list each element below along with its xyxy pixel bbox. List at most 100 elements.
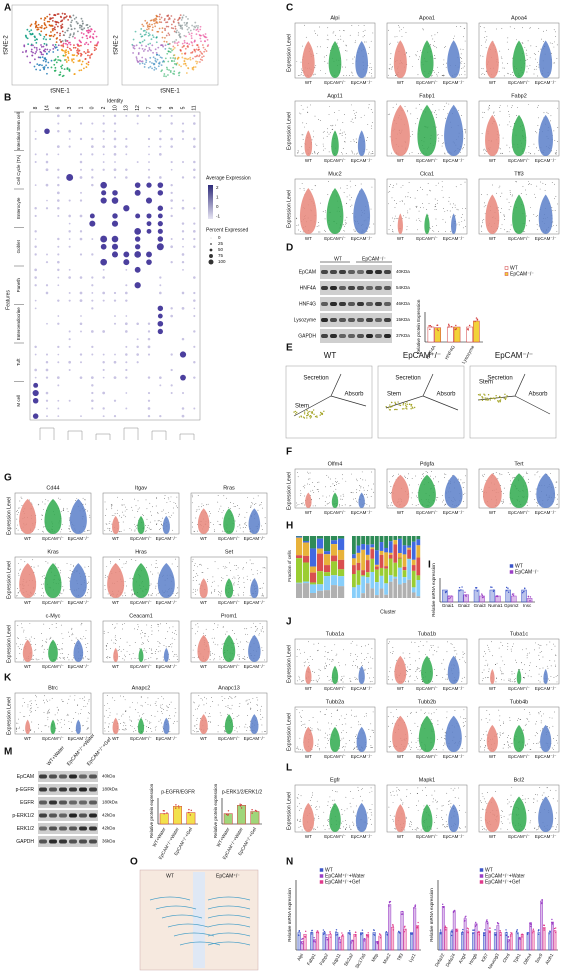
- cell-point: [143, 33, 146, 36]
- cell-point: [176, 62, 179, 65]
- cell-point: [345, 75, 347, 77]
- cell-point: [87, 651, 88, 652]
- cell-point: [366, 149, 368, 151]
- cell-point: [445, 66, 447, 68]
- dot: [125, 176, 128, 179]
- group-label: EpCAM⁺/⁻: [130, 664, 152, 669]
- group-label: EpCAM⁺/⁻: [130, 600, 152, 605]
- cell-point: [72, 46, 75, 49]
- legend-dot: [208, 259, 214, 265]
- cell-point: [521, 669, 523, 670]
- cell-point: [323, 149, 324, 151]
- cell-point: [329, 106, 330, 107]
- cell-point: [301, 134, 303, 136]
- legend-tick: 2: [216, 185, 219, 190]
- cell-point: [507, 37, 509, 39]
- identity-label: 3: [67, 106, 73, 109]
- cell-point: [53, 63, 56, 66]
- cell-point: [40, 44, 42, 46]
- cell-point: [183, 34, 186, 37]
- cell-point: [42, 515, 43, 516]
- cell-point: [242, 527, 244, 528]
- cell-point: [41, 518, 43, 520]
- cell-point: [230, 507, 231, 509]
- dot: [56, 191, 60, 195]
- cell-point: [335, 124, 336, 126]
- cell-point: [484, 202, 485, 204]
- cell-point: [393, 475, 394, 476]
- cell-point: [499, 110, 501, 112]
- cell-point: [390, 224, 391, 226]
- cell-point: [483, 206, 485, 208]
- cell-point: [371, 471, 373, 473]
- dot: [46, 199, 48, 202]
- cell-point: [508, 679, 509, 681]
- cell-point: [151, 26, 154, 29]
- dot: [193, 276, 196, 279]
- cell-point: [422, 680, 423, 682]
- cell-point: [434, 71, 435, 73]
- cell-point: [503, 214, 505, 216]
- cell-point: [328, 722, 329, 724]
- cell-point: [44, 57, 47, 60]
- cell-point: [317, 153, 319, 154]
- cell-point: [331, 680, 333, 682]
- cell-point: [336, 482, 337, 483]
- dot: [34, 184, 37, 187]
- cell-point: [539, 476, 541, 478]
- cell-point: [237, 654, 239, 656]
- cell-point: [191, 494, 193, 496]
- cell-point: [194, 563, 196, 565]
- cell-point: [224, 566, 226, 568]
- identity-label: 5: [180, 106, 186, 109]
- cell-point: [46, 15, 49, 18]
- cell-point: [155, 60, 158, 63]
- dot: [80, 361, 82, 364]
- cell-point: [85, 24, 88, 26]
- cell-point: [190, 41, 193, 43]
- cell-point: [363, 489, 365, 491]
- cell-point: [547, 667, 549, 669]
- cell-point: [502, 137, 504, 139]
- cell-point: [174, 42, 176, 44]
- cell-point: [436, 739, 438, 740]
- cell-point: [67, 654, 69, 655]
- cell-point: [304, 24, 305, 26]
- cell-point: [554, 198, 555, 200]
- violin: [451, 213, 457, 234]
- cell-point: [47, 500, 49, 502]
- cell-point: [129, 577, 131, 579]
- violin: [393, 40, 407, 78]
- cell-point: [325, 211, 326, 213]
- cell-point: [553, 46, 555, 48]
- cell-point: [486, 644, 488, 646]
- group-label: EpCAM⁺/⁻: [218, 664, 240, 669]
- cell-point: [499, 474, 501, 476]
- cell-point: [301, 183, 303, 184]
- cell-point: [180, 65, 182, 68]
- cell-point: [415, 475, 417, 477]
- cell-point: [110, 561, 111, 562]
- dot: [179, 351, 187, 358]
- cell-point: [45, 53, 48, 55]
- cell-point: [252, 563, 254, 565]
- dot: [79, 137, 83, 141]
- cell-point: [437, 134, 439, 135]
- dot: [147, 414, 151, 418]
- cell-point: [150, 657, 152, 658]
- cell-point: [556, 58, 558, 59]
- cell-point: [165, 638, 166, 639]
- cell-point: [507, 63, 509, 65]
- cell-point: [509, 474, 510, 475]
- dot: [102, 291, 106, 295]
- cell-point: [296, 656, 298, 657]
- cell-point: [172, 529, 173, 531]
- cell-point: [542, 182, 544, 184]
- cell-point: [457, 209, 459, 211]
- cell-point: [60, 26, 63, 29]
- cell-point: [221, 530, 223, 532]
- cell-point: [152, 653, 153, 654]
- gene-title: Tubb2a: [326, 699, 345, 705]
- cell-point: [221, 576, 223, 578]
- group-label: EpCAM⁻/⁻: [535, 510, 557, 515]
